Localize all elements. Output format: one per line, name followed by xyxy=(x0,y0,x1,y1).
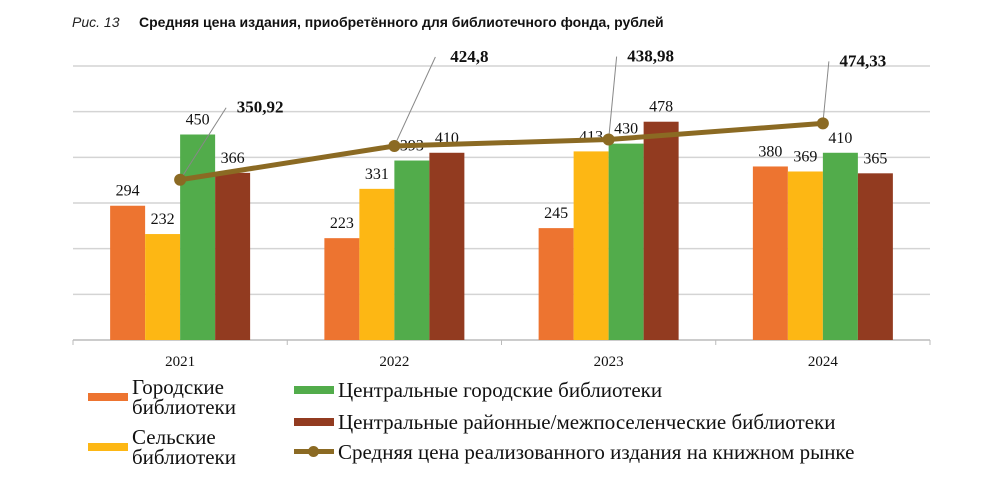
legend-item-central-district: Центральные районные/межпоселенческие би… xyxy=(294,410,836,434)
bar-2022-1 xyxy=(359,188,395,340)
line-marker xyxy=(602,133,615,146)
bar-2024-2 xyxy=(822,152,858,340)
data-label: 223 xyxy=(330,215,354,232)
bar-2021-3 xyxy=(215,172,251,340)
data-label: 331 xyxy=(365,166,389,183)
legend-swatch-rural xyxy=(88,443,128,451)
bar-2024-0 xyxy=(752,166,788,340)
legend-label: Средняя цена реализованного издания на к… xyxy=(338,440,855,464)
line-data-label: 350,92 xyxy=(237,98,284,117)
bar-2023-2 xyxy=(608,143,644,340)
bar-2023-3 xyxy=(643,121,679,340)
data-label: 410 xyxy=(828,130,852,147)
line-data-label: 438,98 xyxy=(627,47,674,66)
data-label: 478 xyxy=(649,99,673,116)
legend-swatch-central-district xyxy=(294,418,334,426)
legend-item-city: Городские библиотеки xyxy=(88,375,262,419)
data-label: 380 xyxy=(758,143,782,160)
legend-item-rural: Сельские библиотеки xyxy=(88,425,262,469)
bar-2023-0 xyxy=(538,228,574,340)
legend-label: Центральные городские библиотеки xyxy=(338,378,663,402)
legend-swatch-central-city xyxy=(294,386,334,394)
figure-label: Рис. 13 xyxy=(72,14,120,30)
chart-title: Средняя цена издания, приобретённого для… xyxy=(139,14,664,30)
legend-swatch-city xyxy=(88,393,128,401)
legend-label: Центральные районные/межпоселенческие би… xyxy=(338,410,836,434)
line-market-price xyxy=(179,120,824,183)
callout-leader xyxy=(608,56,618,140)
bar-2024-1 xyxy=(787,171,823,340)
data-label: 365 xyxy=(863,150,887,167)
callout-leader xyxy=(179,107,227,181)
line-marker xyxy=(816,117,829,130)
bar-2023-1 xyxy=(573,151,609,340)
line-data-label: 474,33 xyxy=(840,51,887,70)
callout-leader xyxy=(393,56,436,147)
data-label: 366 xyxy=(221,150,245,167)
legend-label: Сельские библиотеки xyxy=(132,425,236,469)
legend-item-central-city: Центральные городские библиотеки xyxy=(294,378,663,402)
x-tick-label: 2024 xyxy=(808,354,839,370)
bar-2022-2 xyxy=(394,160,430,340)
data-label: 294 xyxy=(116,183,140,200)
bar-2024-3 xyxy=(857,173,893,340)
data-label: 430 xyxy=(614,121,638,138)
data-label: 413 xyxy=(579,128,603,145)
bar-2022-0 xyxy=(324,238,360,340)
data-label: 369 xyxy=(793,148,817,165)
x-tick-label: 2023 xyxy=(594,354,624,370)
x-tick-label: 2022 xyxy=(379,354,409,370)
bar-2021-2 xyxy=(180,134,216,340)
data-label: 450 xyxy=(186,112,210,129)
legend-item-market-price: Средняя цена реализованного издания на к… xyxy=(294,440,855,464)
x-tick-label: 2021 xyxy=(165,354,195,370)
line-marker xyxy=(388,140,401,153)
bar-2021-0 xyxy=(110,205,146,340)
callout-leader xyxy=(822,61,830,124)
line-data-label: 424,8 xyxy=(450,47,488,66)
legend-label: Городские библиотеки xyxy=(132,375,236,419)
legend-swatch-market-price xyxy=(294,446,334,457)
data-label: 232 xyxy=(151,211,175,228)
bar-2022-3 xyxy=(429,152,465,340)
bar-2021-1 xyxy=(145,234,181,340)
line-marker xyxy=(174,173,187,186)
data-label: 245 xyxy=(544,205,568,222)
